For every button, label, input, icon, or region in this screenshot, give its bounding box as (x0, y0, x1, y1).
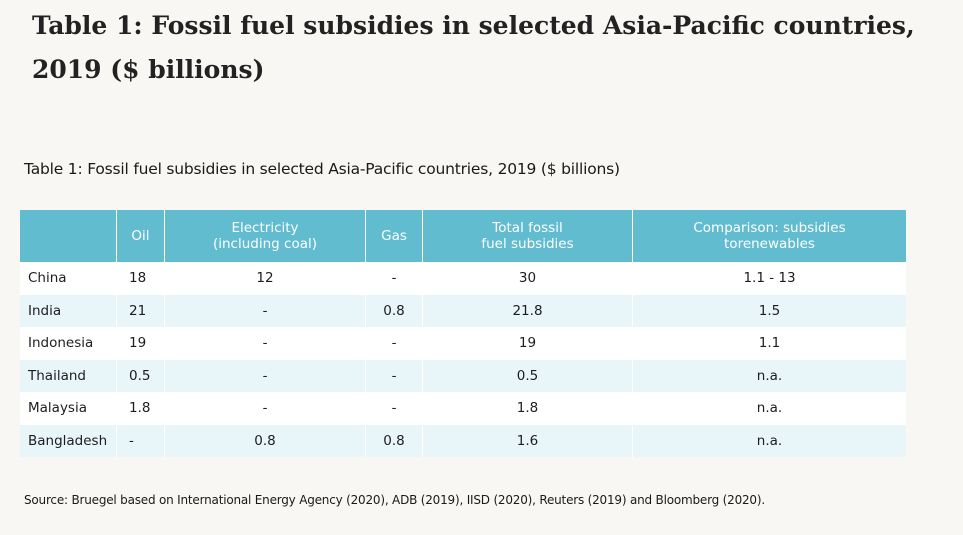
cell-country: Bangladesh (20, 424, 117, 457)
cell-country: India (20, 294, 117, 327)
cell-total: 0.5 (423, 359, 633, 392)
cell-gas: - (366, 359, 423, 392)
cell-oil: 0.5 (117, 359, 165, 392)
table-body: China 18 12-30 1.1 - 13 India 21-0.8 21.8 1.5 In… (20, 262, 906, 457)
cell-comparison: 1.1 - 13 (633, 262, 906, 295)
cell-country: Malaysia (20, 392, 117, 425)
cell-oil: 1.8 (117, 392, 165, 425)
table-row: China 18 12-30 1.1 - 13 (20, 262, 906, 295)
table-row: India 21-0.8 21.8 1.5 (20, 294, 906, 327)
header-total: Total fossil fuel subsidies (423, 210, 633, 262)
cell-oil: 18 (117, 262, 165, 295)
cell-comparison: n.a. (633, 392, 906, 425)
cell-total: 21.8 (423, 294, 633, 327)
cell-gas: 0.8 (366, 424, 423, 457)
header-oil: Oil (117, 210, 165, 262)
table-row: Indonesia 19- -19 1.1 (20, 327, 906, 360)
source-note: Source: Bruegel based on International E… (24, 493, 765, 507)
header-country (20, 210, 117, 262)
cell-gas: 0.8 (366, 294, 423, 327)
cell-oil: 19 (117, 327, 165, 360)
table-row: Malaysia 1.8- -1.8 n.a. (20, 392, 906, 425)
cell-electricity: - (165, 294, 366, 327)
cell-gas: - (366, 392, 423, 425)
header-row: Oil Electricity (including coal) Gas Tot… (20, 210, 906, 262)
page-title: Table 1: Fossil fuel subsidies in select… (32, 11, 915, 84)
table-row: Bangladesh -0.8 0.8 1.6 n.a. (20, 424, 906, 457)
cell-total: 30 (423, 262, 633, 295)
cell-comparison: 1.5 (633, 294, 906, 327)
cell-country: Indonesia (20, 327, 117, 360)
cell-oil: 21 (117, 294, 165, 327)
cell-electricity: - (165, 359, 366, 392)
cell-oil: - (117, 424, 165, 457)
subsidies-table: Oil Electricity (including coal) Gas Tot… (20, 210, 906, 457)
cell-comparison: n.a. (633, 359, 906, 392)
cell-gas: - (366, 262, 423, 295)
cell-country: Thailand (20, 359, 117, 392)
table-row: Thailand 0.5- -0.5 n.a. (20, 359, 906, 392)
cell-country: China (20, 262, 117, 295)
header-gas: Gas (366, 210, 423, 262)
cell-electricity: - (165, 327, 366, 360)
cell-electricity: 12 (165, 262, 366, 295)
cell-total: 1.8 (423, 392, 633, 425)
cell-electricity: 0.8 (165, 424, 366, 457)
cell-electricity: - (165, 392, 366, 425)
header-comparison: Comparison: subsidies torenewables (633, 210, 906, 262)
cell-comparison: 1.1 (633, 327, 906, 360)
header-electricity: Electricity (including coal) (165, 210, 366, 262)
table-caption: Table 1: Fossil fuel subsidies in select… (24, 160, 620, 178)
cell-comparison: n.a. (633, 424, 906, 457)
cell-gas: - (366, 327, 423, 360)
cell-total: 19 (423, 327, 633, 360)
table-header: Oil Electricity (including coal) Gas Tot… (20, 210, 906, 262)
cell-total: 1.6 (423, 424, 633, 457)
